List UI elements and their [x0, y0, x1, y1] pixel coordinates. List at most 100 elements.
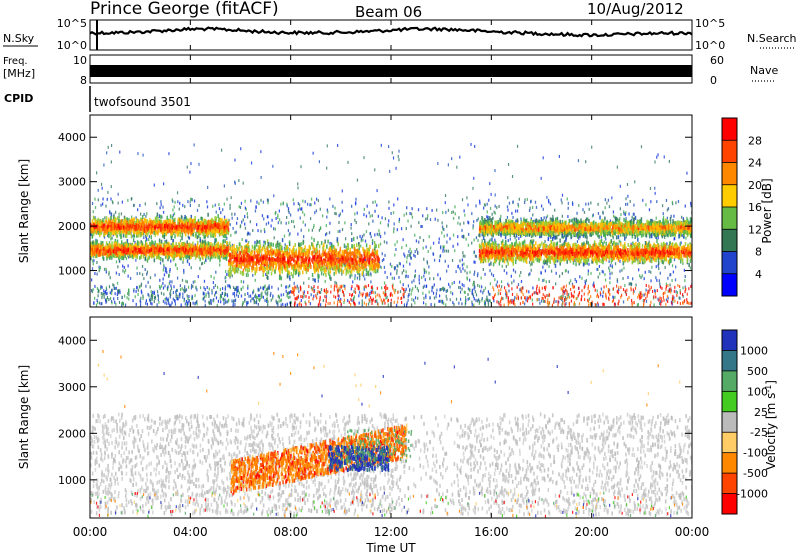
echo-cell [92, 223, 95, 228]
cpid-label: CPID [4, 92, 33, 105]
echo-cell [142, 296, 144, 300]
echo-cell [129, 223, 132, 228]
echo-cell [231, 249, 233, 254]
echo-cell [254, 209, 257, 213]
echo-cell [130, 234, 133, 239]
echo-cell [210, 274, 212, 278]
echo-cell [596, 267, 598, 271]
echo-cell [106, 197, 108, 201]
echo-cell [154, 273, 156, 277]
echo-cell [116, 226, 118, 231]
echo-cell [109, 276, 111, 280]
echo-cell [463, 262, 465, 266]
echo-cell [343, 250, 345, 255]
echo-cell [105, 270, 107, 274]
echo-cell [464, 213, 466, 217]
echo-cell [96, 220, 98, 225]
echo-cell [655, 216, 657, 220]
echo-cell [480, 246, 482, 250]
echo-cell [199, 230, 202, 235]
echo-cell [463, 284, 465, 288]
echo-cell [272, 227, 275, 231]
echo-cell [383, 281, 386, 285]
echo-cell [179, 224, 181, 229]
echo-cell [197, 275, 199, 279]
echo-cell [588, 207, 590, 211]
echo-cell [474, 260, 476, 264]
echo-cell [91, 267, 94, 271]
echo-cell [121, 229, 124, 234]
echo-cell [141, 264, 144, 268]
echo-cell [100, 203, 102, 207]
echo-cell [191, 223, 194, 228]
echo-cell [170, 235, 173, 240]
echo-cell [90, 244, 93, 249]
echo-cell [246, 239, 248, 243]
echo-cell [609, 281, 611, 285]
echo-cell [282, 263, 284, 268]
echo-cell [636, 303, 639, 307]
echo-cell [332, 260, 334, 265]
echo-cell [576, 240, 579, 244]
echo-cell [110, 219, 112, 224]
echo-cell [174, 244, 176, 249]
echo-cell [659, 300, 662, 304]
echo-cell [410, 212, 413, 216]
echo-cell [320, 241, 323, 246]
echo-cell [170, 245, 172, 250]
echo-cell [511, 211, 513, 215]
echo-cell [171, 215, 174, 220]
echo-cell [226, 248, 228, 253]
echo-cell [172, 225, 175, 230]
echo-cell [462, 267, 464, 271]
echo-cell [585, 279, 588, 283]
echo-cell [151, 244, 154, 249]
echo-cell [175, 227, 177, 232]
echo-cell [324, 279, 326, 283]
echo-cell [441, 225, 444, 229]
echo-cell [199, 257, 201, 262]
echo-cell [473, 297, 475, 301]
echo-cell [125, 225, 128, 230]
echo-cell [405, 227, 407, 231]
echo-cell [136, 250, 139, 255]
echo-cell [540, 271, 542, 275]
echo-cell [298, 243, 301, 248]
echo-cell [212, 219, 215, 224]
echo-cell [426, 261, 429, 265]
echo-cell [413, 279, 415, 283]
echo-cell [201, 253, 203, 258]
echo-cell [467, 220, 469, 224]
echo-cell [370, 272, 372, 276]
echo-cell [542, 299, 545, 303]
echo-cell [145, 230, 147, 235]
echo-cell [334, 265, 336, 270]
echo-cell [260, 229, 262, 233]
echo-cell [327, 259, 330, 264]
echo-cell [168, 225, 170, 230]
echo-cell [260, 253, 263, 258]
echo-cell [337, 253, 339, 258]
echo-cell [318, 252, 321, 257]
echo-cell [209, 257, 211, 262]
echo-cell [410, 224, 412, 228]
echo-cell [360, 237, 363, 241]
echo-cell [543, 261, 546, 265]
echo-cell [112, 253, 115, 258]
echo-cell [162, 231, 165, 236]
echo-cell [134, 220, 136, 225]
echo-cell [479, 201, 481, 205]
echo-cell [288, 233, 290, 237]
echo-cell [137, 292, 139, 296]
echo-cell [384, 270, 386, 274]
echo-cell [358, 268, 361, 273]
echo-cell [90, 278, 93, 282]
echo-cell [302, 220, 304, 224]
echo-cell [415, 239, 418, 243]
echo-cell [161, 251, 163, 256]
echo-cell [421, 276, 423, 280]
echo-cell [256, 248, 258, 253]
echo-cell [215, 270, 217, 274]
echo-cell [391, 276, 393, 280]
echo-cell [199, 236, 202, 240]
